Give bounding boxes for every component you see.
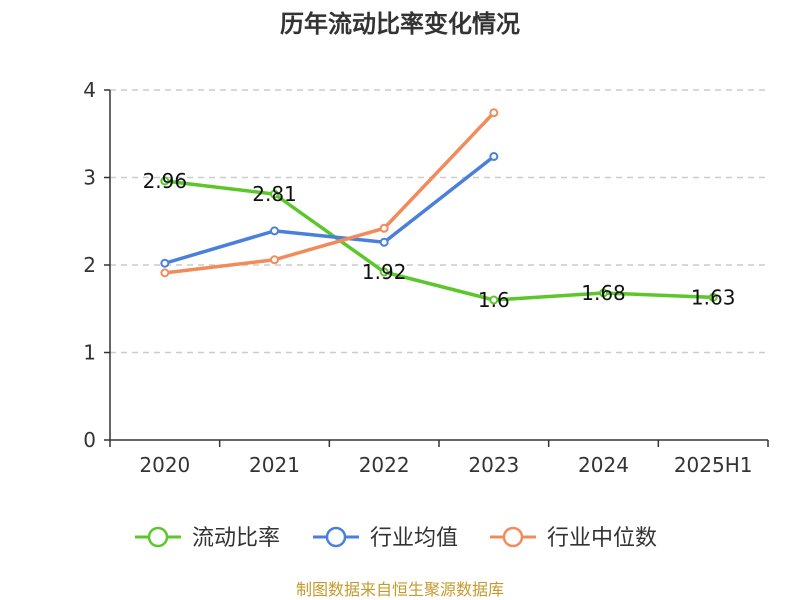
grid-lines xyxy=(110,89,768,354)
x-tick-label: 2023 xyxy=(468,453,519,477)
y-tick-label: 1 xyxy=(83,341,96,365)
data-label: 1.68 xyxy=(581,281,626,305)
data-label: 2.96 xyxy=(143,169,188,193)
legend-item-industry-mean[interactable]: 行业均值 xyxy=(313,526,458,551)
legend-label: 流动比率 xyxy=(192,526,280,551)
data-point-current-ratio xyxy=(160,176,170,186)
series-line-industry-median xyxy=(164,111,496,275)
y-tick-label: 0 xyxy=(83,428,96,452)
data-point-industry-mean xyxy=(160,258,170,268)
series-line-current-ratio xyxy=(164,179,714,302)
legend-label: 行业中位数 xyxy=(547,526,657,551)
legend[interactable]: 流动比率 行业均值 行业中位数 xyxy=(135,526,657,551)
data-point-industry-median xyxy=(379,223,389,233)
legend-label: 行业均值 xyxy=(370,526,458,551)
legend-item-industry-median[interactable]: 行业中位数 xyxy=(490,526,657,551)
data-point-current-ratio xyxy=(708,292,718,302)
legend-marker xyxy=(502,526,524,548)
y-tick-label: 4 xyxy=(83,78,96,102)
legend-marker xyxy=(325,526,347,548)
y-tick-label: 3 xyxy=(83,166,96,190)
data-label: 1.92 xyxy=(362,260,407,284)
x-tick-label: 2025H1 xyxy=(674,453,753,477)
y-tick-label: 2 xyxy=(83,253,96,277)
data-point-industry-mean xyxy=(270,226,279,236)
data-point-industry-mean xyxy=(489,152,499,161)
series-line-industry-mean xyxy=(164,155,495,265)
x-tick-label: 2024 xyxy=(578,453,629,477)
x-tick-label: 2022 xyxy=(359,453,410,477)
chart-title: 历年流动比率变化情况 xyxy=(280,10,520,38)
data-point-current-ratio xyxy=(489,295,499,305)
data-point-industry-median xyxy=(160,268,170,278)
legend-item-current-ratio[interactable]: 流动比率 xyxy=(135,526,280,551)
series-lines xyxy=(160,108,718,305)
data-point-industry-median xyxy=(489,108,499,118)
data-point-industry-median xyxy=(270,255,279,265)
data-label: 1.63 xyxy=(691,285,736,309)
axes: 0 1 2 3 4 2020 2021 2022 2023 2024 2025H1 xyxy=(83,78,769,477)
data-label: 1.6 xyxy=(478,288,510,312)
x-tick-label: 2021 xyxy=(249,453,300,477)
source-note: 制图数据来自恒生聚源数据库 xyxy=(296,580,504,599)
x-tick-label: 2020 xyxy=(139,453,190,477)
data-label: 2.81 xyxy=(252,182,297,206)
data-point-industry-mean xyxy=(379,237,389,247)
data-point-current-ratio xyxy=(379,267,389,277)
data-point-current-ratio xyxy=(270,189,279,199)
legend-marker xyxy=(147,526,169,548)
data-point-current-ratio xyxy=(599,288,608,298)
data-labels: 2.96 2.81 1.92 1.6 1.68 1.63 xyxy=(143,169,736,312)
